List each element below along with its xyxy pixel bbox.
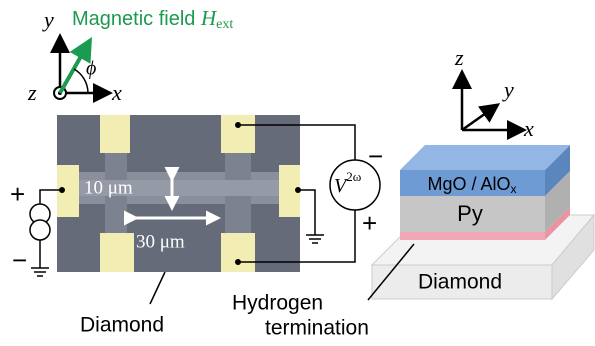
layer-label: Py — [457, 201, 483, 226]
interface-label: termination — [265, 317, 369, 340]
polarity-sign: + — [10, 179, 25, 209]
layer-label: Diamond — [418, 271, 502, 294]
axis-label: y — [42, 7, 54, 32]
field-label: Magnetic field Hext — [72, 6, 233, 32]
right-axes: z y x — [454, 45, 534, 141]
polarity-sign: − — [368, 141, 383, 171]
polarity-sign: − — [12, 245, 27, 275]
left-axes: y x z ϕ Magnetic field Hext — [27, 6, 233, 105]
dimension-label: 30 μm — [136, 231, 185, 252]
device: 10 μm 30 μm — [57, 115, 300, 272]
axis-label: z — [27, 80, 37, 105]
polarity-sign: + — [362, 208, 377, 238]
layer-label: MgO / AlOx — [427, 174, 516, 196]
angle-label: ϕ — [86, 58, 96, 80]
dimension-label: 10 μm — [84, 177, 133, 198]
interface-label: Hydrogen — [232, 292, 323, 315]
axis-label: y — [502, 77, 514, 102]
diagram: y x z ϕ Magnetic field Hext 10 μm 30 μm … — [0, 0, 595, 346]
substrate-label: Diamond — [80, 314, 164, 337]
axis-label: x — [523, 116, 534, 141]
axis-label: z — [454, 45, 464, 70]
axis-label: x — [111, 80, 122, 105]
